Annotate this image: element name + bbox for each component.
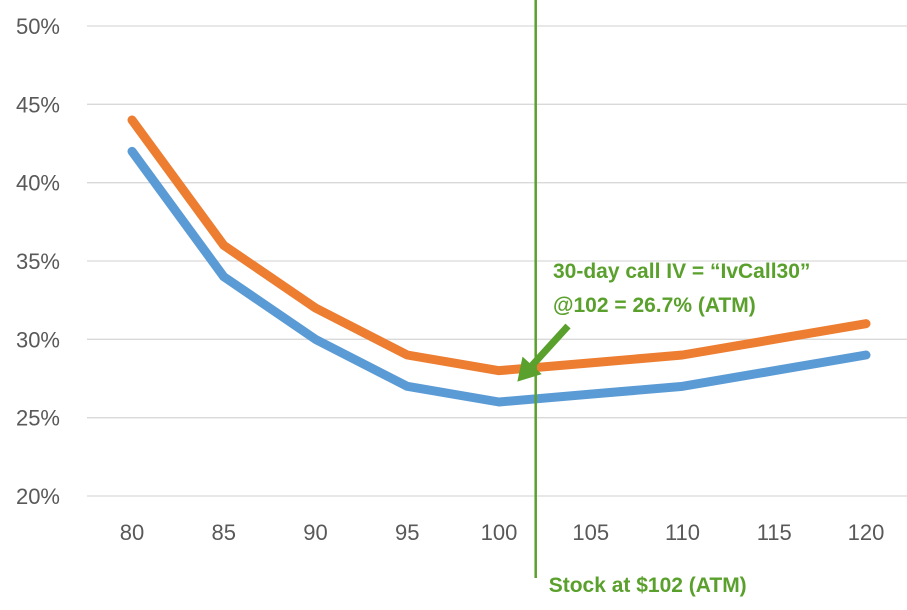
series-line-1 — [127, 115, 871, 376]
x-tick-label: 115 — [757, 520, 792, 545]
x-tick-label: 105 — [572, 520, 609, 545]
annotation-arrow-head — [517, 356, 542, 382]
x-tick-label: 90 — [303, 520, 327, 545]
annotation-arrow-shaft — [529, 323, 571, 368]
x-tick-label: 80 — [120, 520, 144, 545]
annotation: 30-day call IV = “IvCall30” @102 = 26.7%… — [517, 260, 810, 382]
stock-price-label: Stock at $102 (ATM) — [549, 574, 747, 597]
series-lines — [127, 115, 871, 407]
x-axis-ticks: 80 85 90 95 100 105 110 115 120 — [120, 520, 885, 545]
x-tick-label: 95 — [395, 520, 419, 545]
y-tick-label: 35% — [16, 249, 60, 274]
x-tick-label: 85 — [212, 520, 236, 545]
y-tick-label: 20% — [16, 484, 60, 509]
series-line-2 — [127, 146, 871, 407]
annotation-line-2: @102 = 26.7% (ATM) — [553, 294, 756, 317]
x-tick-label: 110 — [665, 520, 700, 545]
x-tick-label: 120 — [848, 520, 885, 545]
y-tick-label: 45% — [16, 92, 60, 117]
y-axis-ticks: 20% 25% 30% 35% 40% 45% 50% — [16, 14, 60, 509]
y-tick-label: 40% — [16, 171, 60, 196]
y-tick-label: 30% — [16, 327, 60, 352]
x-tick-label: 100 — [481, 520, 518, 545]
gridlines — [87, 25, 907, 497]
y-tick-label: 50% — [16, 14, 60, 39]
y-tick-label: 25% — [16, 406, 60, 431]
annotation-line-1: 30-day call IV = “IvCall30” — [553, 260, 810, 283]
